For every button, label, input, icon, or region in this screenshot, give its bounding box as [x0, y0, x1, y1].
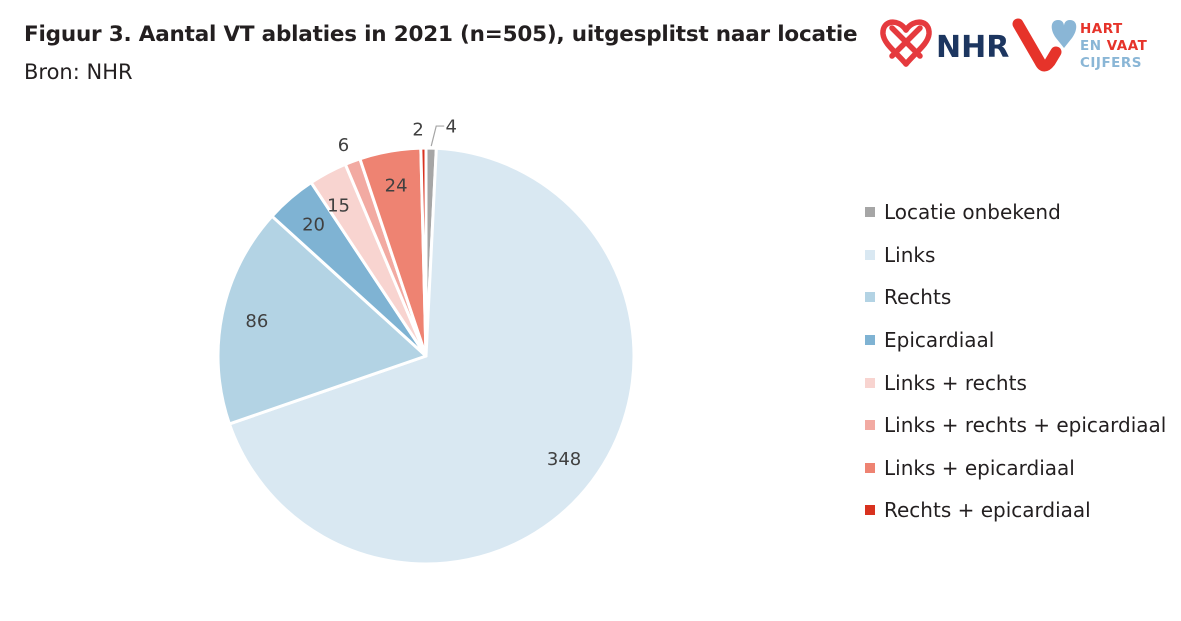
legend-item-epicardiaal: Epicardiaal — [865, 319, 1166, 362]
data-label-links-rechts-epicardiaal: 6 — [338, 135, 349, 156]
data-label-locatie-onbekend: 4 — [445, 117, 456, 138]
logo-line-cijfers: CIJFERS — [1080, 55, 1142, 71]
legend-item-rechts-epicardiaal: Rechts + epicardiaal — [865, 489, 1166, 532]
chart-source: Bron: NHR — [24, 60, 133, 84]
legend-item-links: Links — [865, 234, 1166, 277]
legend-swatch — [865, 335, 875, 346]
pie-slice-rechts — [216, 214, 428, 426]
chart-title: Figuur 3. Aantal VT ablaties in 2021 (n=… — [24, 22, 858, 47]
pie-slice-links — [227, 146, 636, 566]
nhr-logo-text: NHR — [936, 30, 1009, 65]
data-label-epicardiaal: 20 — [302, 214, 325, 235]
legend-item-links-rechts-epicardiaal: Links + rechts + epicardiaal — [865, 404, 1166, 447]
pie-slice-rechts-epicardiaal — [419, 146, 428, 358]
legend-label: Locatie onbekend — [884, 200, 1061, 225]
legend-label: Rechts + epicardiaal — [884, 498, 1091, 523]
legend-swatch — [865, 207, 875, 218]
legend-label: Links + rechts — [884, 370, 1027, 395]
legend-item-rechts: Rechts — [865, 276, 1166, 319]
legend-item-locatie-onbekend: Locatie onbekend — [865, 191, 1166, 234]
data-label-links-rechts: 15 — [327, 195, 350, 216]
legend-item-links-rechts: Links + rechts — [865, 361, 1166, 404]
legend-swatch — [865, 505, 875, 516]
logo-line-en: EN — [1080, 38, 1102, 54]
legend-label: Epicardiaal — [884, 328, 995, 353]
legend-label: Rechts — [884, 285, 952, 310]
legend-label: Links + rechts + epicardiaal — [884, 413, 1167, 438]
leader-line-locatie-onbekend — [430, 125, 445, 147]
legend-item-links-epicardiaal: Links + epicardiaal — [865, 447, 1166, 490]
data-label-rechts-epicardiaal: 2 — [412, 120, 423, 141]
data-label-links-epicardiaal: 24 — [385, 175, 408, 196]
hartenvaatcijfers-logo: HART EN VAAT CIJFERS — [1012, 18, 1153, 72]
legend-swatch — [865, 420, 875, 431]
nhr-logo: NHR — [880, 19, 1009, 67]
data-label-rechts: 86 — [245, 311, 268, 332]
pie-slices — [216, 146, 636, 566]
legend-swatch — [865, 249, 875, 260]
logo-line-vaat: VAAT — [1107, 38, 1148, 54]
svg-text:HART EN VAAT CIJFE: HART EN VAAT CIJFERS — [1080, 21, 1153, 71]
legend-swatch — [865, 292, 875, 303]
legend-label: Links — [884, 242, 936, 267]
leader-lines — [430, 125, 445, 147]
legend-swatch — [865, 377, 875, 388]
logo-line-hart: HART — [1080, 21, 1123, 37]
heart-knot-icon — [880, 19, 932, 67]
legend-label: Links + epicardiaal — [884, 455, 1075, 480]
chart-legend: Locatie onbekend Links Rechts Epicardiaal Li… — [865, 191, 1166, 532]
legend-swatch — [865, 462, 875, 473]
data-label-links: 348 — [547, 449, 581, 470]
heart-v-icon — [1012, 18, 1077, 72]
